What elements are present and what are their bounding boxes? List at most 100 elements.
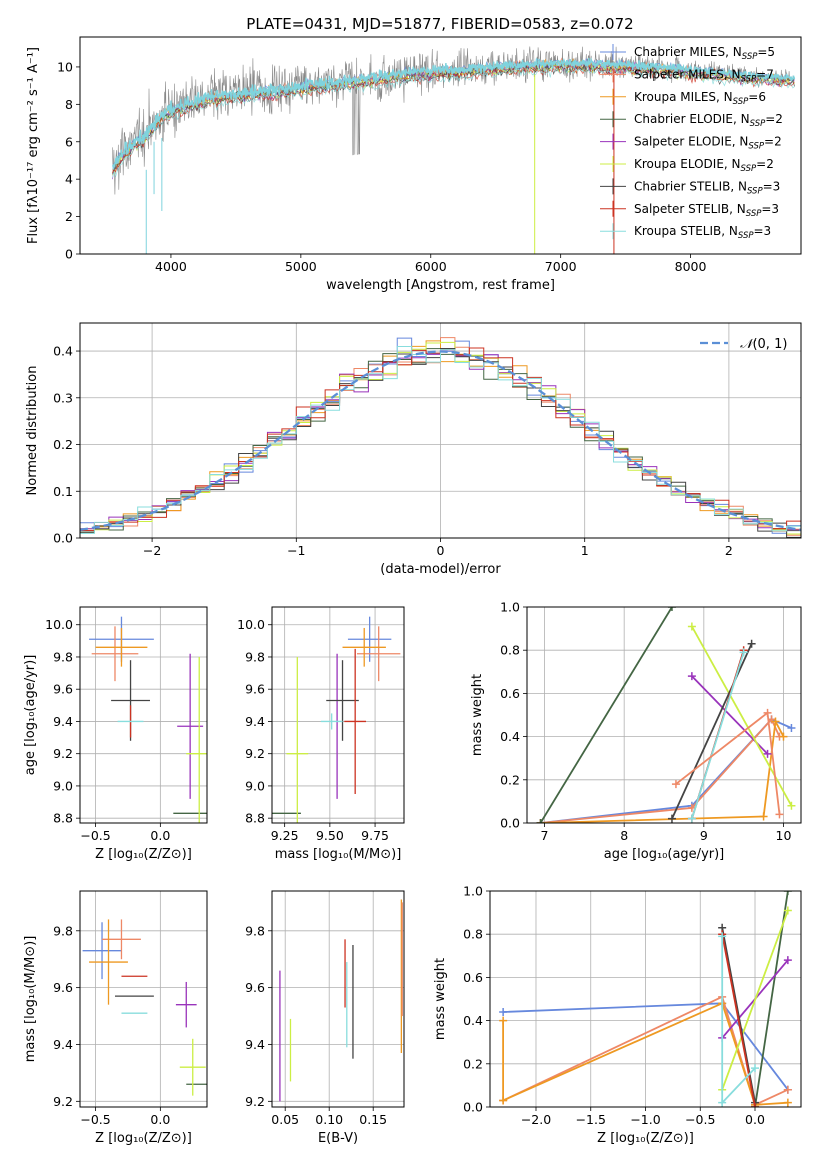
mass-vs-Z-ylabel: mass [log₁₀(M/M⊙)]: [23, 936, 38, 1063]
residuals-xtick-label: 0: [437, 543, 445, 558]
spectrum-legend-label: Chabrier STELIB, NSSP=3: [634, 179, 780, 196]
weight-vs-age-xtick-label: 8: [620, 828, 628, 843]
weight-vs-age-marker: [739, 648, 748, 657]
weight-vs-age-ylabel: mass weight: [470, 674, 485, 756]
spectrum-ytick-label: 4: [65, 172, 73, 187]
age-vs-Z-ytick-label: 8.8: [53, 811, 73, 826]
residuals-ytick-label: 0.2: [53, 437, 73, 452]
weight-vs-Z-axes: −2.0 −1.5 −1.0 −0.5 0.0 0.0 0.2 0.4 0.6 0.8 1.0 Z […: [433, 884, 802, 1146]
age-vs-Z-xtick-label: 0.0: [150, 828, 170, 843]
weight-vs-age-marker: [787, 723, 796, 732]
mass-vs-ebv-xtick-label: 0.05: [271, 1112, 299, 1127]
weight-vs-Z-marker: [783, 891, 792, 895]
spectrum-ytick-label: 10: [57, 59, 73, 74]
weight-vs-Z-ytick-label: 0.2: [463, 1056, 483, 1071]
weight-vs-Z-marker: [499, 1016, 508, 1025]
spectrum-xtick-label: 4000: [155, 259, 187, 274]
weight-vs-age-series-line: [540, 718, 785, 823]
weight-vs-Z-plot-area: [499, 891, 792, 1107]
weight-vs-age-marker: [763, 708, 772, 717]
spectrum-xtick-label: 8000: [675, 259, 707, 274]
age-vs-Z-ytick-label: 9.8: [53, 649, 73, 664]
weight-vs-age-plot-area: [536, 607, 796, 823]
mass-vs-ebv-ytick-label: 9.4: [245, 1037, 265, 1052]
residuals-frame: [79, 322, 802, 539]
age-vs-Z-ytick-label: 10.0: [45, 617, 73, 632]
weight-vs-Z-ytick-label: 0.0: [463, 1100, 483, 1115]
mass-vs-ebv-background: [272, 891, 404, 1107]
weight-vs-Z-xtick-label: −1.0: [630, 1112, 660, 1127]
weight-vs-age-ytick-label: 0.2: [500, 772, 520, 787]
age-vs-Z-ytick-label: 9.4: [53, 714, 73, 729]
age-vs-mass-background: [272, 607, 404, 823]
spectrum-xtick-label: 5000: [285, 259, 317, 274]
weight-vs-age-marker: [775, 810, 784, 819]
weight-vs-age-marker: [687, 672, 696, 681]
spectrum-axes: 4000 5000 6000 7000 8000 0 2 4 6 8 10 wavelength [A…: [26, 36, 802, 293]
figure-title: PLATE=0431, MJD=51877, FIBERID=0583, z=0…: [246, 15, 633, 33]
residuals-ytick-label: 0.1: [53, 484, 73, 499]
mass-vs-ebv-plot-area: [279, 899, 403, 1102]
residuals-gaussian-curve: [80, 350, 801, 531]
weight-vs-age-ytick-label: 0.0: [500, 816, 520, 831]
residuals-ytick-label: 0.3: [53, 390, 73, 405]
weight-vs-Z-marker: [783, 1098, 792, 1107]
mass-vs-Z-ytick-label: 9.4: [53, 1037, 73, 1052]
weight-vs-age-ytick-label: 0.8: [500, 643, 520, 658]
age-vs-mass-ytick-label: 9.0: [245, 778, 265, 793]
weight-vs-Z-xtick-label: −2.0: [521, 1112, 551, 1127]
mass-vs-Z-ytick-label: 9.2: [53, 1094, 73, 1109]
age-vs-Z-ytick-label: 9.2: [53, 746, 73, 761]
age-vs-Z-frame: [79, 606, 208, 824]
weight-vs-age-ytick-label: 1.0: [500, 600, 520, 615]
residuals-xtick-label: −1: [287, 543, 305, 558]
weight-vs-Z-marker: [751, 1103, 760, 1107]
weight-vs-Z-marker: [783, 956, 792, 965]
weight-vs-Z-ytick-label: 0.8: [463, 927, 483, 942]
mass-vs-Z-xtick-label: −0.5: [80, 1112, 110, 1127]
mass-vs-Z-background: [80, 891, 207, 1107]
weight-vs-age-marker: [671, 780, 680, 789]
weight-vs-age-series-line: [539, 607, 673, 823]
spectrum-legend-label: Chabrier MILES, NSSP=5: [634, 45, 775, 62]
mass-vs-ebv-xtick-label: 0.10: [315, 1112, 343, 1127]
spectrum-xtick-label: 6000: [415, 259, 447, 274]
weight-vs-age-series-line: [671, 643, 753, 820]
age-vs-Z-xtick-label: −0.5: [80, 828, 110, 843]
residuals-plot-area: [80, 337, 801, 538]
mass-vs-Z-plot-area: [82, 919, 207, 1096]
weight-vs-age-background: [527, 607, 801, 823]
weight-vs-Z-ytick-label: 0.6: [463, 970, 483, 985]
weight-vs-age-marker: [771, 717, 780, 726]
residuals-histogram-step: [80, 341, 801, 535]
mass-vs-Z-axes: −0.5 0.0 9.2 9.4 9.6 9.8 Z [log₁₀(Z/Z⊙)] mass […: [23, 890, 208, 1146]
mass-vs-ebv-ytick-label: 9.8: [245, 923, 265, 938]
mass-vs-ebv-axes: 0.05 0.10 0.15 9.2 9.4 9.6 9.8 E(B-V): [245, 890, 405, 1146]
weight-vs-age-axes: 7 8 9 10 0.0 0.2 0.4 0.6 0.8 1.0 age [log₁₀(age/yr…: [470, 600, 802, 862]
weight-vs-age-marker: [787, 801, 796, 810]
residuals-legend-label: 𝒩(0, 1): [740, 337, 787, 352]
weight-vs-age-marker: [687, 814, 696, 823]
mass-vs-ebv-ytick-label: 9.2: [245, 1094, 265, 1109]
weight-vs-age-marker: [536, 819, 545, 823]
weight-vs-age-xlabel: age [log₁₀(age/yr)]: [604, 847, 725, 862]
spectrum-legend-label: Chabrier ELODIE, NSSP=2: [634, 112, 783, 129]
age-vs-mass-xlabel: mass [log₁₀(M/M⊙)]: [275, 847, 402, 862]
weight-vs-age-marker: [747, 639, 756, 648]
weight-vs-age-marker: [667, 607, 676, 611]
spectrum-xlabel: wavelength [Angstrom, rest frame]: [326, 278, 555, 293]
age-vs-Z-plot-area: [89, 616, 207, 823]
weight-vs-age-xtick-label: 7: [541, 828, 549, 843]
spectrum-legend-label: Salpeter ELODIE, NSSP=2: [634, 135, 782, 152]
residuals-xtick-label: 1: [581, 543, 589, 558]
weight-vs-Z-marker: [499, 1096, 508, 1105]
weight-vs-Z-xtick-label: −0.5: [685, 1112, 715, 1127]
weight-vs-Z-ylabel: mass weight: [433, 958, 448, 1040]
spectrum-legend-label: Salpeter MILES, NSSP=7: [634, 67, 774, 84]
spectrum-legend-label: Kroupa MILES, NSSP=6: [634, 90, 766, 107]
spectrum-legend-label: Salpeter STELIB, NSSP=3: [634, 202, 779, 219]
weight-vs-age-marker: [759, 812, 768, 821]
weight-vs-Z-series-line: [502, 995, 789, 1107]
spectrum-model-main-line: [111, 57, 796, 170]
residuals-histogram-step: [80, 346, 801, 534]
